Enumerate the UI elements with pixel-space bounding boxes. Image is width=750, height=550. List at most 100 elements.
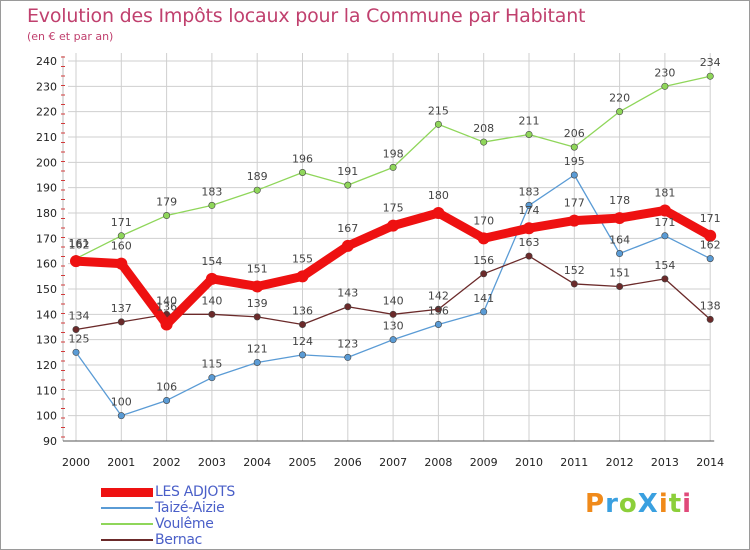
data-label: 178 <box>609 194 630 207</box>
legend-label: LES ADJOTS <box>155 484 235 500</box>
data-label-layer: 161 160 136 154 151 155 167 175 180 170 174 177 178 1… <box>69 56 721 408</box>
data-point <box>70 255 82 268</box>
data-label: 179 <box>156 196 177 209</box>
data-point <box>616 108 624 116</box>
data-label: 170 <box>473 214 494 227</box>
legend-swatch <box>101 539 153 541</box>
data-point <box>525 201 533 209</box>
data-point <box>253 313 261 321</box>
data-label: 163 <box>519 236 540 249</box>
data-point <box>477 232 490 245</box>
chart-subtitle: (en € et par an) <box>27 30 114 43</box>
x-tick-label: 2007 <box>379 456 407 469</box>
data-label: 196 <box>292 152 313 165</box>
data-label: 189 <box>247 170 268 183</box>
data-point <box>163 212 171 220</box>
data-point <box>525 130 533 138</box>
y-tick-label: 170 <box>36 232 57 245</box>
data-label: 183 <box>519 185 540 198</box>
data-point <box>160 318 173 331</box>
data-label: 154 <box>654 259 675 272</box>
data-point <box>205 272 218 285</box>
data-point <box>72 348 80 356</box>
data-label: 180 <box>428 189 449 202</box>
data-label: 162 <box>700 239 721 252</box>
data-label: 215 <box>428 104 449 117</box>
data-label: 164 <box>609 234 630 247</box>
data-point <box>72 326 80 334</box>
data-label: 100 <box>111 396 132 409</box>
data-point <box>432 207 445 219</box>
data-point <box>389 163 397 171</box>
data-label: 234 <box>700 56 721 69</box>
x-tick-label: 2011 <box>560 456 588 469</box>
data-point <box>706 72 714 80</box>
legend-item-bernac: Bernac <box>101 532 235 548</box>
data-label: 208 <box>473 122 494 135</box>
data-point <box>387 219 400 232</box>
y-tick-label: 200 <box>36 156 57 169</box>
data-point <box>253 186 261 194</box>
data-label: 183 <box>201 185 222 198</box>
data-point <box>208 310 216 318</box>
data-label: 138 <box>700 299 721 312</box>
data-label: 136 <box>156 300 177 313</box>
x-tick-label: 2003 <box>198 456 226 469</box>
x-tick-label: 2009 <box>470 456 498 469</box>
y-tick-label: 130 <box>36 334 57 347</box>
y-tick-label: 210 <box>36 131 57 144</box>
data-point <box>344 181 352 189</box>
y-tick-label: 190 <box>36 182 57 195</box>
data-point <box>208 201 216 209</box>
data-point <box>117 232 125 240</box>
x-tick-label: 2010 <box>515 456 543 469</box>
data-point <box>296 270 309 283</box>
data-label: 191 <box>337 165 358 178</box>
data-point <box>661 275 669 283</box>
data-point <box>117 412 125 420</box>
x-tick-label: 2006 <box>334 456 362 469</box>
x-tick-label: 2004 <box>243 456 271 469</box>
data-point <box>344 303 352 311</box>
legend-label: Taizé-Aizie <box>155 500 225 516</box>
legend-swatch <box>101 523 153 525</box>
data-point <box>298 168 306 176</box>
data-label: 130 <box>383 320 404 333</box>
data-point <box>117 318 125 326</box>
y-tick-label: 180 <box>36 207 57 220</box>
proxiti-logo: ProXiti <box>585 489 693 519</box>
data-point <box>480 270 488 278</box>
data-point <box>658 204 671 217</box>
data-label: 160 <box>111 240 132 253</box>
axis-layer: 90 100 110 120 130 140 150 160 170 180 190 200 210 22… <box>36 55 724 469</box>
x-tick-label: 2002 <box>153 456 181 469</box>
data-point <box>570 280 578 288</box>
x-tick-label: 2012 <box>606 456 634 469</box>
data-label: 125 <box>69 332 90 345</box>
data-point <box>706 255 714 263</box>
data-label: 134 <box>69 310 90 323</box>
x-tick-label: 2001 <box>107 456 135 469</box>
x-tick-label: 2014 <box>696 456 724 469</box>
data-point <box>208 374 216 382</box>
y-tick-label: 140 <box>36 308 57 321</box>
legend-swatch <box>101 507 153 509</box>
y-tick-label: 240 <box>36 55 57 68</box>
data-label: 198 <box>383 147 404 160</box>
data-point <box>570 171 578 179</box>
data-point <box>480 138 488 146</box>
data-label: 162 <box>69 239 90 252</box>
data-point <box>389 310 397 318</box>
data-label: 124 <box>292 335 313 348</box>
data-label: 206 <box>564 127 585 140</box>
data-point <box>434 305 442 313</box>
legend-swatch <box>101 487 153 497</box>
data-label: 141 <box>473 292 494 305</box>
legend-item-les-adjots: LES ADJOTS <box>101 484 235 500</box>
data-point <box>251 280 264 293</box>
y-tick-label: 160 <box>36 258 57 271</box>
data-point <box>613 212 626 225</box>
data-point <box>434 320 442 328</box>
legend-label: Bernac <box>155 532 203 548</box>
